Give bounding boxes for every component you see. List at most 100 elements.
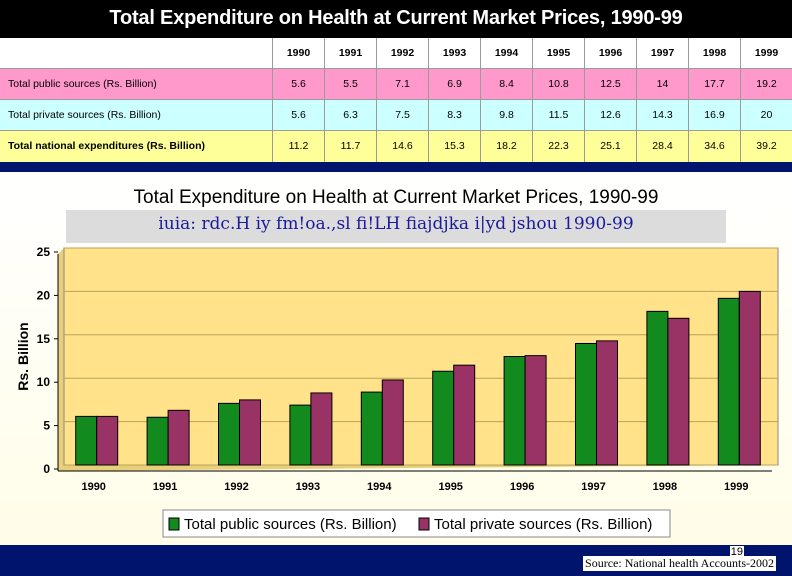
table-cell: 6.3	[324, 99, 376, 130]
data-table: 1990 1991 1992 1993 1994 1995 1996 1997 …	[0, 38, 792, 162]
y-tick-label: 20	[37, 288, 51, 302]
table-cell: 5.6	[272, 68, 324, 99]
table-row-private: Total private sources (Rs. Billion) 5.6 …	[0, 99, 792, 130]
year-header: 1995	[532, 38, 584, 68]
table-cell: 17.7	[688, 68, 740, 99]
bar	[432, 370, 455, 466]
row-divider	[0, 99, 792, 100]
bar	[310, 392, 333, 466]
bar-chart: 0 5 10 15 20 25 Rs. Billion 1990 1991 1992 1993 199…	[15, 245, 779, 538]
y-tick-label: 10	[37, 375, 51, 389]
bar	[381, 379, 404, 466]
table-cell: 20	[740, 99, 792, 130]
bar	[218, 402, 240, 466]
table-row-total: Total national expenditures (Rs. Billion…	[0, 130, 792, 162]
chart-subtitle: iuia: rdc.H iy fm!oa.,sl fi!LH fiajdjka …	[158, 214, 634, 234]
table-cell: 5.6	[272, 99, 324, 130]
bar	[503, 356, 526, 466]
chart-title: Total Expenditure on Health at Current M…	[133, 187, 659, 208]
year-header: 1998	[688, 38, 740, 68]
row-divider	[0, 130, 792, 131]
bar	[239, 399, 261, 466]
table-cell: 15.3	[428, 130, 480, 162]
row-divider	[0, 68, 792, 69]
table-cell: 14.6	[376, 130, 428, 162]
year-header: 1996	[584, 38, 636, 68]
table-cell: 34.6	[688, 130, 740, 162]
table-cell: 11.7	[324, 130, 376, 162]
table-cell: 22.3	[532, 130, 584, 162]
bar	[360, 391, 383, 466]
year-header: 1999	[740, 38, 792, 68]
y-tick-label: 5	[43, 419, 50, 433]
table-cell: 11.2	[272, 130, 324, 162]
year-header: 1991	[324, 38, 376, 68]
chart-panel: Total Expenditure on Health at Current M…	[0, 172, 792, 545]
year-header: 1993	[428, 38, 480, 68]
table-cell: 12.6	[584, 99, 636, 130]
year-header: 1994	[480, 38, 532, 68]
x-tick-label: 1993	[296, 481, 320, 493]
table-cell: 12.5	[584, 68, 636, 99]
year-header: 1997	[636, 38, 688, 68]
table-cell: 10.8	[532, 68, 584, 99]
table-row-public: Total public sources (Rs. Billion) 5.6 5…	[0, 68, 792, 99]
table-cell: 8.3	[428, 99, 480, 130]
table-corner	[0, 38, 272, 68]
bar	[96, 415, 119, 466]
table-cell: 16.9	[688, 99, 740, 130]
row-label: Total private sources (Rs. Billion)	[8, 108, 161, 121]
row-label: Total public sources (Rs. Billion)	[8, 77, 157, 90]
table-cell: 19.2	[740, 68, 792, 99]
legend-box	[162, 509, 671, 538]
x-tick-label: 1995	[438, 481, 462, 493]
table-cell: 5.5	[324, 68, 376, 99]
legend-label: Total private sources (Rs. Billion)	[434, 516, 652, 533]
slide-title: Total Expenditure on Health at Current M…	[109, 7, 683, 29]
table-cell: 25.1	[584, 130, 636, 162]
x-tick-label: 1991	[153, 481, 177, 493]
y-tick-label: 25	[37, 245, 51, 259]
title-bar: Total Expenditure on Health at Current M…	[0, 0, 792, 38]
year-header: 1992	[376, 38, 428, 68]
x-tick-label: 1994	[367, 481, 392, 493]
bar	[453, 364, 476, 466]
table-cell: 7.1	[376, 68, 428, 99]
bar	[738, 290, 761, 466]
legend-swatch	[418, 517, 430, 531]
bar	[596, 340, 618, 466]
table-cell: 14	[636, 68, 688, 99]
table-cell: 11.5	[532, 99, 584, 130]
x-tick-label: 1997	[581, 481, 605, 493]
legend-swatch	[168, 517, 180, 531]
page-number: 19	[729, 546, 744, 558]
year-header: 1990	[272, 38, 324, 68]
table-cell: 18.2	[480, 130, 532, 162]
bar	[75, 415, 98, 466]
bar	[524, 355, 547, 466]
x-tick-label: 1999	[724, 481, 748, 493]
x-tick-label: 1990	[81, 481, 105, 493]
table-cell: 6.9	[428, 68, 480, 99]
source-note: Source: National health Accounts-2002	[583, 556, 776, 571]
y-axis-label: Rs. Billion	[15, 322, 31, 390]
bar	[167, 409, 190, 466]
row-label: Total national expenditures (Rs. Billion…	[8, 140, 205, 152]
bar	[646, 310, 669, 466]
table-cell: 28.4	[636, 130, 688, 162]
x-tick-label: 1996	[510, 481, 534, 493]
y-tick-label: 15	[37, 332, 51, 346]
bar	[146, 416, 169, 466]
x-tick-label: 1992	[224, 481, 248, 493]
table-cell: 7.5	[376, 99, 428, 130]
bar	[575, 342, 597, 466]
table-header-row: 1990 1991 1992 1993 1994 1995 1996 1997 …	[0, 38, 792, 68]
subtitle-box: iuia: rdc.H iy fm!oa.,sl fi!LH fiajdjka …	[66, 210, 726, 243]
footer-bar: 19 Source: National health Accounts-2002	[0, 545, 792, 576]
table-cell: 9.8	[480, 99, 532, 130]
table-cell: 8.4	[480, 68, 532, 99]
bar	[667, 317, 690, 466]
bar	[717, 297, 740, 466]
bar	[289, 404, 312, 466]
table-cell: 14.3	[636, 99, 688, 130]
